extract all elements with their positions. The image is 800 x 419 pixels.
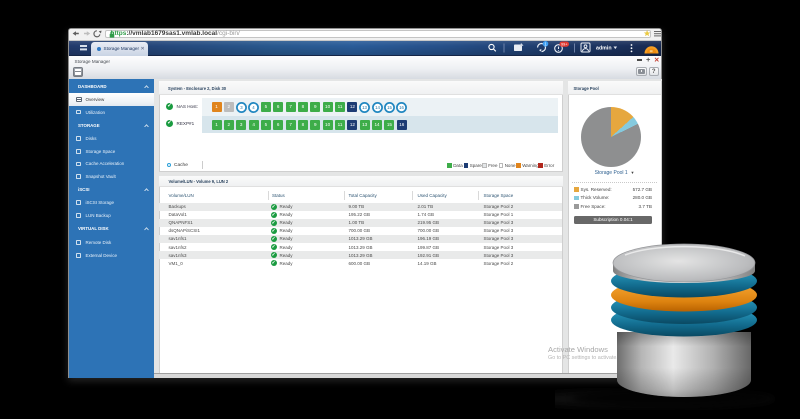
svg-text:3: 3	[240, 105, 243, 110]
svg-text:99+: 99+	[561, 43, 568, 47]
svg-text:admin: admin	[596, 46, 612, 52]
svg-text:4: 4	[252, 105, 255, 110]
svg-text:15: 15	[387, 105, 392, 110]
svg-text:16: 16	[399, 105, 404, 110]
svg-text:1: 1	[544, 42, 547, 47]
svg-text:13: 13	[362, 105, 367, 110]
svg-text:14: 14	[375, 105, 380, 110]
